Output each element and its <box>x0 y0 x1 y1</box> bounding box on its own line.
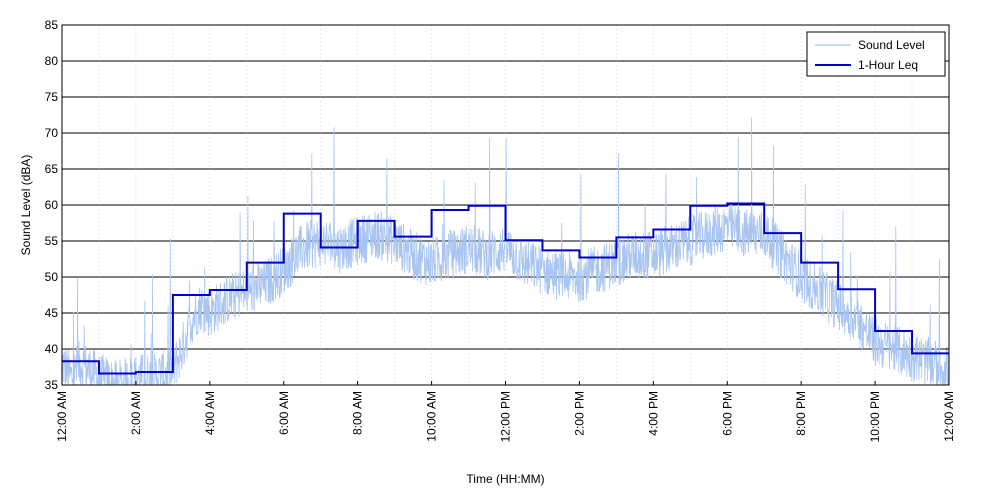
x-tick-label: 10:00 AM <box>425 391 439 442</box>
y-tick-label: 40 <box>45 342 59 356</box>
x-tick-label: 4:00 PM <box>646 391 660 436</box>
x-tick-label: 2:00 PM <box>572 391 586 436</box>
y-tick-label: 65 <box>45 162 59 176</box>
y-axis: 35 40 45 50 55 60 65 70 75 80 85 <box>45 18 949 392</box>
plot-area <box>62 117 949 385</box>
y-tick-label: 70 <box>45 126 59 140</box>
y-tick-label: 35 <box>45 378 59 392</box>
x-tick-label: 2:00 AM <box>129 391 143 435</box>
legend-label-sound-level: Sound Level <box>858 38 925 52</box>
y-tick-label: 85 <box>45 18 59 32</box>
x-tick-label: 12:00 PM <box>499 391 513 442</box>
x-tick-label: 4:00 AM <box>203 391 217 435</box>
y-tick-label: 55 <box>45 234 59 248</box>
x-tick-label: 8:00 AM <box>351 391 365 435</box>
x-tick-label: 12:00 AM <box>55 391 69 442</box>
legend-box <box>806 31 946 77</box>
x-tick-label: 6:00 PM <box>720 391 734 436</box>
y-tick-label: 45 <box>45 306 59 320</box>
legend: Sound Level 1-Hour Leq <box>806 31 946 77</box>
series-1-hour-leq <box>62 202 949 375</box>
x-tick-label: 10:00 PM <box>868 391 882 442</box>
x-axis: 12:00 AM 2:00 AM 4:00 AM 6:00 AM 8:00 AM 10:0… <box>55 381 956 442</box>
y-tick-label: 60 <box>45 198 59 212</box>
x-tick-label: 6:00 AM <box>277 391 291 435</box>
y-tick-label: 50 <box>45 270 59 284</box>
y-axis-label: Sound Level (dBA) <box>19 155 33 256</box>
legend-label-leq: 1-Hour Leq <box>858 58 918 72</box>
y-tick-label: 80 <box>45 54 59 68</box>
y-tick-label: 75 <box>45 90 59 104</box>
x-tick-label: 8:00 PM <box>794 391 808 436</box>
x-tick-label: 12:00 AM <box>942 391 956 442</box>
x-axis-label: Time (HH:MM) <box>466 472 544 486</box>
